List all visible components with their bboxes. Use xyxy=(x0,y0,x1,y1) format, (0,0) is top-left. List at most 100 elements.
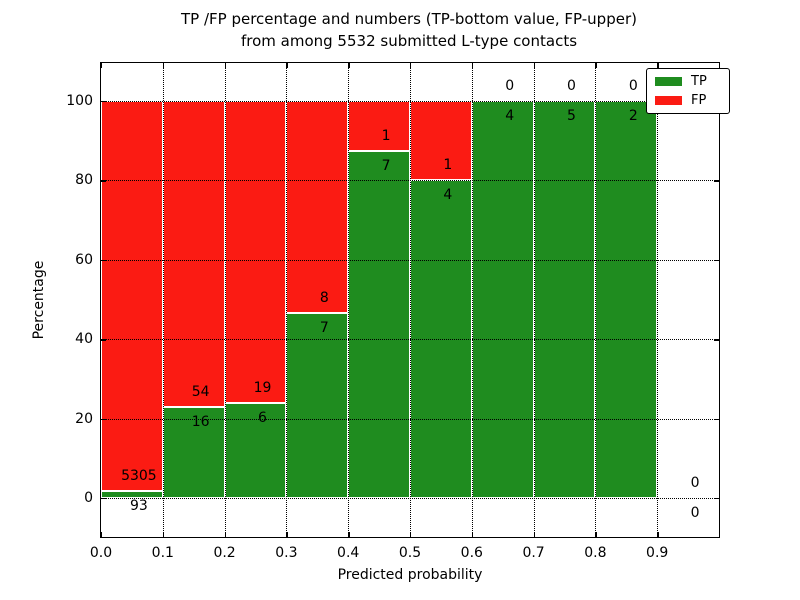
tp-count-label: 16 xyxy=(191,414,210,431)
x-tick-label: 0.9 xyxy=(646,545,669,561)
x-tick-bottom xyxy=(101,532,103,537)
tp-bar-segment xyxy=(101,491,163,498)
x-gridline xyxy=(286,63,288,537)
x-tick-label: 0.5 xyxy=(398,545,422,561)
fp-count-label: 8 xyxy=(319,289,329,306)
fp-count-label: 5305 xyxy=(121,468,157,485)
tp-count-label: 0 xyxy=(690,505,700,521)
fp-count-label: 0 xyxy=(567,78,576,94)
tp-count-label: 4 xyxy=(443,187,453,204)
x-gridline xyxy=(162,63,164,537)
x-tick-top xyxy=(224,63,226,68)
tp-bar-segment xyxy=(348,150,410,498)
x-tick-bottom xyxy=(471,532,474,537)
legend: TP FP xyxy=(646,68,730,114)
fp-bar-segment xyxy=(162,101,225,408)
tp-count-label: 4 xyxy=(505,108,515,124)
x-tick-top xyxy=(410,63,412,68)
legend-item-tp: TP xyxy=(655,74,721,89)
y-tick-label: 0 xyxy=(84,490,93,506)
x-tick-top xyxy=(286,63,288,68)
fp-legend-label: FP xyxy=(691,93,707,108)
x-tick-bottom xyxy=(348,532,350,537)
fp-count-label: 19 xyxy=(253,379,272,396)
x-tick-bottom xyxy=(595,532,597,537)
x-axis-label: Predicted probability xyxy=(337,567,483,583)
x-tick-top xyxy=(162,63,165,68)
y-tick-right xyxy=(714,498,719,500)
tp-count-label: 7 xyxy=(381,157,391,174)
x-tick-bottom xyxy=(162,532,165,537)
x-gridline xyxy=(410,63,411,537)
chart-title: TP /FP percentage and numbers (TP-bottom… xyxy=(100,8,718,52)
tp-count-label: 7 xyxy=(319,319,329,336)
tp-count-label: 93 xyxy=(129,498,148,515)
x-tick-label: 0.6 xyxy=(460,545,483,561)
plot-area: TP FP Predicted probability Percentage 5… xyxy=(31,62,730,583)
y-tick-left xyxy=(101,259,106,262)
x-tick-label: 0.0 xyxy=(89,545,113,561)
x-tick-label: 0.1 xyxy=(151,545,174,561)
x-tick-top xyxy=(471,63,474,68)
x-tick-bottom xyxy=(224,532,226,537)
x-tick-label: 0.3 xyxy=(275,545,298,561)
chart-title-line2: from among 5532 submitted L-type contact… xyxy=(240,32,578,50)
fp-count-label: 54 xyxy=(191,384,210,401)
tp-legend-swatch xyxy=(655,77,682,86)
tp-count-label: 6 xyxy=(258,409,267,426)
tp-count-label: 5 xyxy=(567,108,576,124)
x-tick-top xyxy=(348,63,350,68)
y-tick-label: 60 xyxy=(75,251,93,268)
y-tick-left xyxy=(101,498,106,500)
x-tick-top xyxy=(657,63,659,68)
fp-bar-segment xyxy=(410,101,472,181)
fp-legend-swatch xyxy=(655,96,682,105)
fp-count-label: 0 xyxy=(628,78,638,94)
y-tick-label: 80 xyxy=(75,172,93,189)
x-gridline xyxy=(224,63,226,537)
y-tick-label: 100 xyxy=(66,93,93,109)
y-tick-right xyxy=(714,418,719,420)
x-tick-label: 0.2 xyxy=(213,545,236,561)
y-tick-right xyxy=(714,339,719,341)
fp-bar-segment xyxy=(224,101,287,403)
tp-bar-segment xyxy=(595,101,658,498)
tp-count-label: 2 xyxy=(628,108,638,124)
y-tick-left xyxy=(101,339,106,341)
x-tick-bottom xyxy=(286,532,288,537)
x-tick-label: 0.7 xyxy=(522,545,545,561)
chart-title-line1: TP /FP percentage and numbers (TP-bottom… xyxy=(181,10,637,28)
y-tick-left xyxy=(101,101,106,103)
tp-bar-segment xyxy=(471,101,534,498)
tp-bar-segment xyxy=(286,312,349,498)
fp-count-label: 0 xyxy=(505,78,515,94)
y-axis-label: Percentage xyxy=(31,260,47,340)
x-tick-bottom xyxy=(410,532,412,537)
x-tick-bottom xyxy=(533,532,535,537)
x-gridline xyxy=(533,63,535,537)
x-tick-label: 0.4 xyxy=(337,545,360,561)
x-tick-label: 0.8 xyxy=(584,545,607,561)
tp-bar-segment xyxy=(533,101,596,498)
legend-item-fp: FP xyxy=(655,93,721,108)
x-tick-bottom xyxy=(657,532,659,537)
x-tick-top xyxy=(533,63,535,68)
x-gridline xyxy=(471,63,473,537)
fp-bar-segment xyxy=(286,101,349,313)
x-tick-top xyxy=(101,63,103,68)
y-tick-right xyxy=(714,259,719,262)
tp-legend-label: TP xyxy=(691,74,707,89)
fp-bar-segment xyxy=(348,101,410,151)
x-gridline xyxy=(348,63,350,537)
y-tick-right xyxy=(714,180,719,182)
y-tick-label: 40 xyxy=(75,331,93,348)
fp-count-label: 1 xyxy=(443,157,453,174)
tp-bar-segment xyxy=(224,402,287,498)
y-tick-left xyxy=(101,418,106,420)
fp-count-label: 0 xyxy=(690,475,700,491)
x-gridline xyxy=(657,63,659,537)
y-tick-left xyxy=(101,180,106,182)
fp-count-label: 1 xyxy=(381,127,391,144)
y-tick-label: 20 xyxy=(75,410,93,427)
